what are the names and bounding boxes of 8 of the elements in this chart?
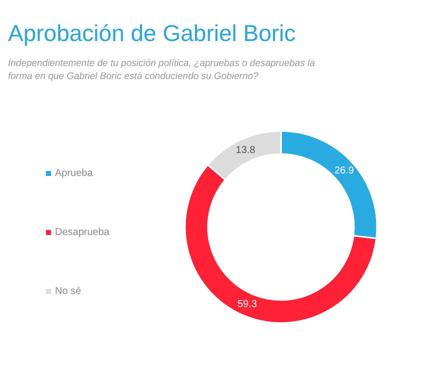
legend-label: Aprueba: [54, 168, 94, 179]
data-label: 26.9: [334, 165, 354, 176]
data-label: 59.3: [237, 298, 258, 310]
data-label: 13.8: [236, 144, 256, 156]
legend-label: Desaprueba: [54, 227, 110, 238]
chart-subtitle: Independientemente de tu posición política, ¿apruebas o desapruebas la forma en que Gabriel Boric está conduciendo su Gobierno?: [8, 57, 316, 83]
legend-label: No sé: [54, 286, 82, 297]
chart-title: Aprobación de Gabriel Boric: [8, 20, 296, 47]
